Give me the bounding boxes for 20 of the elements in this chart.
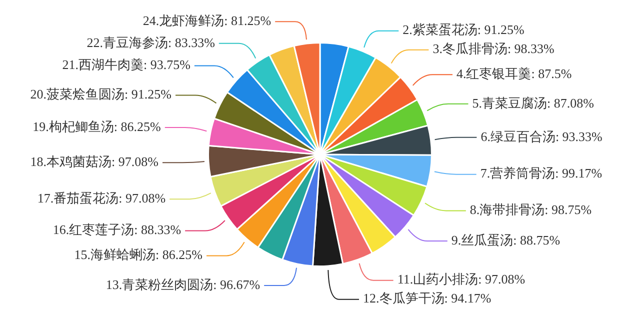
slice-label: 17.番茄蛋花汤: 97.08% [37, 190, 166, 206]
slice-label: 24.龙虾海鲜汤: 81.25% [142, 13, 272, 28]
slice-label: 5.青菜豆腐汤: 87.08% [472, 95, 594, 110]
slice-label: 22.青豆海参汤: 83.33% [86, 34, 216, 50]
slice-label: 21.西湖牛肉羹: 93.75% [62, 57, 191, 72]
slice-label: 20.菠菜烩鱼圆汤: 91.25% [30, 86, 172, 102]
slice-label: 19.枸杞鲫鱼汤: 86.25% [32, 118, 162, 134]
slice-label: 6.绿豆百合汤: 93.33% [480, 128, 603, 144]
slice-label: 3.冬瓜排骨汤: 98.33% [432, 41, 555, 56]
slice-label: 4.红枣银耳羹: 87.5% [456, 66, 572, 82]
slice-label: 9.丝瓜蛋汤: 88.75% [451, 232, 560, 248]
slice-label: 15.海鲜蛤蜊汤: 86.25% [74, 247, 203, 262]
slice-label: 13.青菜粉丝肉圆汤: 96.67% [106, 276, 260, 292]
slice-label: 16.红枣莲子汤: 88.33% [52, 222, 182, 238]
slice-label: 18.本鸡菌菇汤: 97.08% [30, 154, 159, 169]
slice-label: 8.海带排骨汤: 98.75% [470, 202, 592, 218]
slice-label: 12.冬瓜笋干汤: 94.17% [363, 290, 492, 306]
slice-label: 2.紫菜蛋花汤: 91.25% [402, 22, 524, 38]
slice-label: 7.营养筒骨汤: 99.17% [480, 166, 602, 181]
slice-label: 11.山药小排汤: 97.08% [397, 272, 526, 287]
